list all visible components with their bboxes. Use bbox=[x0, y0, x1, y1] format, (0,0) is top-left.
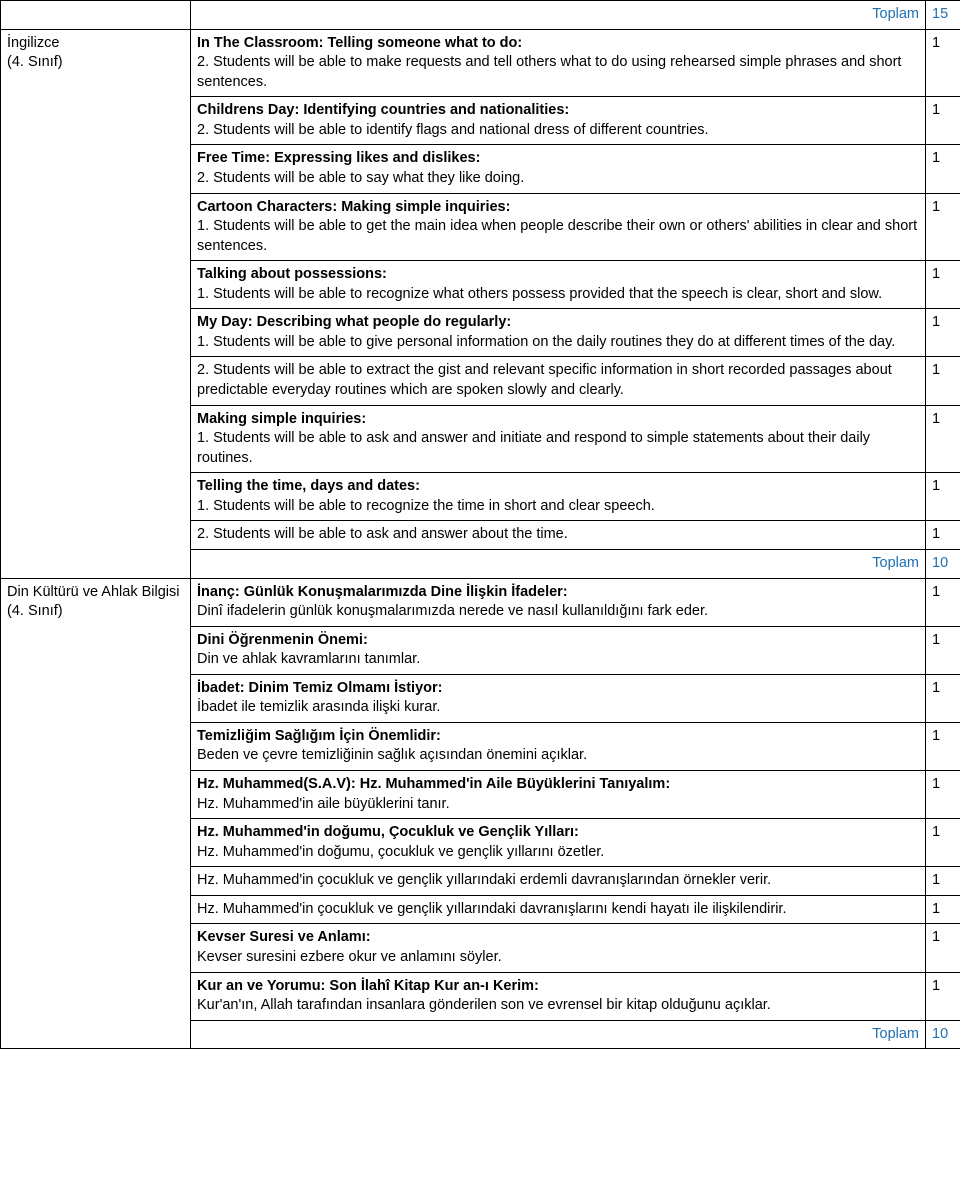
row-text: Dinî ifadelerin günlük konuşmalarımızda … bbox=[197, 603, 708, 619]
count-cell: 1 bbox=[926, 473, 960, 521]
total-label: Toplam bbox=[191, 1, 926, 30]
row-text: Kevser suresini ezbere okur ve anlamını … bbox=[197, 949, 502, 965]
content-cell: Kevser Suresi ve Anlamı: Kevser suresini … bbox=[191, 924, 926, 972]
count-cell: 1 bbox=[926, 626, 960, 674]
row-text: İbadet ile temizlik arasında ilişki kura… bbox=[197, 699, 440, 715]
count-cell: 1 bbox=[926, 674, 960, 722]
row-text: 1. Students will be able to give persona… bbox=[197, 334, 895, 350]
count-cell: 1 bbox=[926, 895, 960, 924]
row-text: 2. Students will be able to ask and answ… bbox=[197, 526, 568, 542]
count-cell: 1 bbox=[926, 97, 960, 145]
row-text: 2. Students will be able to extract the … bbox=[197, 362, 892, 398]
row-text: Beden ve çevre temizliğinin sağlık açısı… bbox=[197, 747, 587, 763]
content-cell: Cartoon Characters: Making simple inquir… bbox=[191, 193, 926, 261]
subject-cell bbox=[1, 1, 191, 30]
row-heading: Childrens Day: Identifying countries and… bbox=[197, 102, 569, 118]
count-cell: 1 bbox=[926, 924, 960, 972]
content-cell: My Day: Describing what people do regula… bbox=[191, 309, 926, 357]
row-text: Hz. Muhammed'in çocukluk ve gençlik yıll… bbox=[197, 872, 771, 888]
row-text: 1. Students will be able to get the main… bbox=[197, 218, 917, 254]
row-text: 2. Students will be able to make request… bbox=[197, 54, 901, 90]
row-heading: Cartoon Characters: Making simple inquir… bbox=[197, 199, 510, 215]
count-cell: 1 bbox=[926, 29, 960, 97]
row-text: 1. Students will be able to recognize th… bbox=[197, 498, 655, 514]
row-heading: Talking about possessions: bbox=[197, 266, 387, 282]
content-cell: In The Classroom: Telling someone what t… bbox=[191, 29, 926, 97]
count-cell: 1 bbox=[926, 309, 960, 357]
content-cell: Kur an ve Yorumu: Son İlahî Kitap Kur an… bbox=[191, 972, 926, 1020]
content-cell: 2. Students will be able to extract the … bbox=[191, 357, 926, 405]
count-cell: 1 bbox=[926, 722, 960, 770]
total-label: Toplam bbox=[191, 549, 926, 578]
content-cell: Telling the time, days and dates: 1. Stud… bbox=[191, 473, 926, 521]
curriculum-table: Toplam15İngilizce(4. Sınıf)In The Classr… bbox=[0, 0, 960, 1049]
content-cell: Hz. Muhammed'in doğumu, Çocukluk ve Genç… bbox=[191, 819, 926, 867]
content-cell: Making simple inquiries: 1. Students will… bbox=[191, 405, 926, 473]
row-heading: Temizliğim Sağlığım İçin Önemlidir: bbox=[197, 728, 441, 744]
row-heading: Kur an ve Yorumu: Son İlahî Kitap Kur an… bbox=[197, 978, 539, 994]
row-heading: Dini Öğrenmenin Önemi: bbox=[197, 632, 368, 648]
count-cell: 1 bbox=[926, 578, 960, 626]
content-cell: Hz. Muhammed'in çocukluk ve gençlik yıll… bbox=[191, 867, 926, 896]
row-heading: Hz. Muhammed'in doğumu, Çocukluk ve Genç… bbox=[197, 824, 579, 840]
count-cell: 1 bbox=[926, 521, 960, 550]
row-text: Kur'an'ın, Allah tarafından insanlara gö… bbox=[197, 997, 771, 1013]
row-heading: Hz. Muhammed(S.A.V): Hz. Muhammed'in Ail… bbox=[197, 776, 670, 792]
content-cell: İbadet: Dinim Temiz Olmamı İstiyor: İbade… bbox=[191, 674, 926, 722]
content-cell: Dini Öğrenmenin Önemi: Din ve ahlak kavra… bbox=[191, 626, 926, 674]
row-text: 1. Students will be able to ask and answ… bbox=[197, 430, 870, 466]
count-cell: 1 bbox=[926, 193, 960, 261]
count-cell: 1 bbox=[926, 405, 960, 473]
content-cell: Talking about possessions: 1. Students wi… bbox=[191, 261, 926, 309]
content-cell: Childrens Day: Identifying countries and… bbox=[191, 97, 926, 145]
total-label: Toplam bbox=[191, 1020, 926, 1049]
row-heading: İnanç: Günlük Konuşmalarımızda Dine İliş… bbox=[197, 584, 568, 600]
count-cell: 1 bbox=[926, 357, 960, 405]
row-heading: In The Classroom: Telling someone what t… bbox=[197, 35, 522, 51]
row-text: Hz. Muhammed'in doğumu, çocukluk ve genç… bbox=[197, 844, 604, 860]
row-heading: Telling the time, days and dates: bbox=[197, 478, 420, 494]
row-text: Hz. Muhammed'in çocukluk ve gençlik yıll… bbox=[197, 901, 786, 917]
count-cell: 1 bbox=[926, 867, 960, 896]
content-cell: 2. Students will be able to ask and answ… bbox=[191, 521, 926, 550]
row-heading: Kevser Suresi ve Anlamı: bbox=[197, 929, 371, 945]
content-cell: Free Time: Expressing likes and dislikes… bbox=[191, 145, 926, 193]
row-text: Hz. Muhammed'in aile büyüklerini tanır. bbox=[197, 796, 450, 812]
content-cell: Temizliğim Sağlığım İçin Önemlidir: Beden… bbox=[191, 722, 926, 770]
count-cell: 1 bbox=[926, 261, 960, 309]
count-cell: 1 bbox=[926, 771, 960, 819]
row-text: 1. Students will be able to recognize wh… bbox=[197, 286, 882, 302]
count-cell: 1 bbox=[926, 819, 960, 867]
row-heading: İbadet: Dinim Temiz Olmamı İstiyor: bbox=[197, 680, 442, 696]
total-number: 10 bbox=[926, 549, 960, 578]
row-text: 2. Students will be able to say what the… bbox=[197, 170, 524, 186]
total-number: 10 bbox=[926, 1020, 960, 1049]
content-cell: Hz. Muhammed'in çocukluk ve gençlik yıll… bbox=[191, 895, 926, 924]
count-cell: 1 bbox=[926, 972, 960, 1020]
total-number: 15 bbox=[926, 1, 960, 30]
row-text: 2. Students will be able to identify fla… bbox=[197, 122, 709, 138]
row-text: Din ve ahlak kavramlarını tanımlar. bbox=[197, 651, 420, 667]
subject-cell: İngilizce(4. Sınıf) bbox=[1, 29, 191, 578]
subject-cell: Din Kültürü ve Ahlak Bilgisi(4. Sınıf) bbox=[1, 578, 191, 1049]
row-heading: My Day: Describing what people do regula… bbox=[197, 314, 511, 330]
content-cell: Hz. Muhammed(S.A.V): Hz. Muhammed'in Ail… bbox=[191, 771, 926, 819]
row-heading: Making simple inquiries: bbox=[197, 411, 366, 427]
row-heading: Free Time: Expressing likes and dislikes… bbox=[197, 150, 480, 166]
content-cell: İnanç: Günlük Konuşmalarımızda Dine İliş… bbox=[191, 578, 926, 626]
count-cell: 1 bbox=[926, 145, 960, 193]
